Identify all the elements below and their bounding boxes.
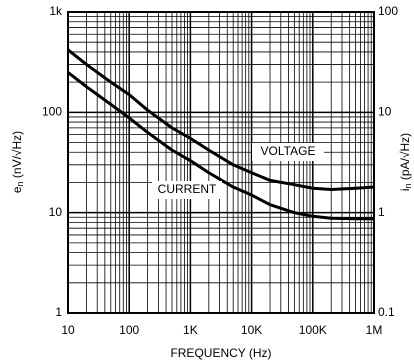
x-tick-label: 10K bbox=[241, 323, 262, 337]
curves bbox=[67, 48, 375, 221]
label-backdrop bbox=[252, 143, 324, 161]
y2-tick-label: 0.1 bbox=[378, 305, 395, 319]
y-axis-label: en (nV/√Hz) bbox=[10, 131, 25, 193]
x-tick-label: 1M bbox=[366, 323, 383, 337]
y-tick-label: 100 bbox=[42, 105, 62, 119]
series-label: CURRENT bbox=[158, 182, 217, 196]
y-tick-label: 10 bbox=[49, 205, 63, 219]
grid bbox=[67, 11, 375, 314]
x-tick-label: 1K bbox=[183, 323, 198, 337]
y2-label-unit: (pA/√Hz) bbox=[398, 133, 412, 184]
y2-tick-label: 10 bbox=[378, 105, 392, 119]
y-label-symbol: e bbox=[10, 186, 24, 193]
y-tick-label: 1k bbox=[49, 4, 63, 18]
x-tick-label: 10 bbox=[61, 323, 75, 337]
x-axis-label: FREQUENCY (Hz) bbox=[170, 346, 271, 360]
plot-frame bbox=[67, 11, 375, 314]
line bbox=[67, 48, 375, 192]
series-label: VOLTAGE bbox=[261, 144, 316, 158]
y2-tick-label: 100 bbox=[378, 4, 398, 18]
y-label-unit: (nV/√Hz) bbox=[10, 131, 24, 182]
y-tick-label: 1 bbox=[55, 305, 62, 319]
x-tick-label: 100K bbox=[299, 323, 327, 337]
y2-label-subscript: n bbox=[403, 183, 413, 188]
y2-tick-label: 1 bbox=[378, 205, 385, 219]
y2-axis-label: in (pA/√Hz) bbox=[398, 133, 413, 191]
y-label-subscript: n bbox=[15, 181, 25, 186]
x-tick-label: 100 bbox=[119, 323, 139, 337]
y2-label-symbol: i bbox=[398, 188, 412, 191]
label-backdrop bbox=[152, 181, 222, 199]
line bbox=[67, 71, 374, 221]
